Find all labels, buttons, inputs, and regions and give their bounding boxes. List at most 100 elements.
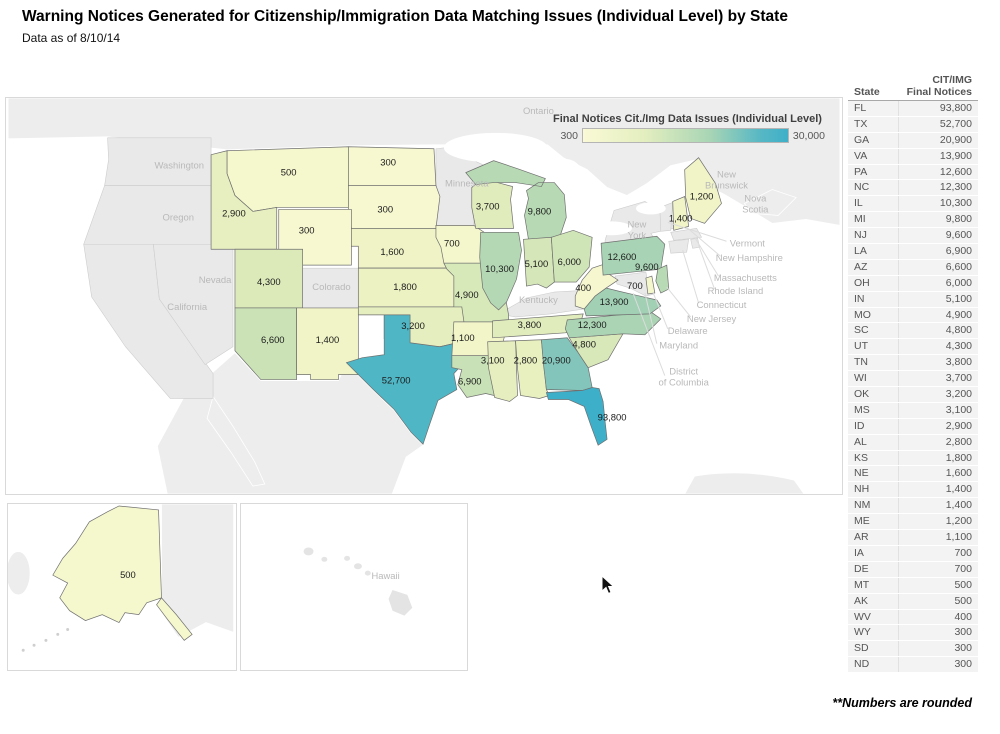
hawaii-map[interactable]: Hawaii: [241, 504, 465, 668]
state-value-label-il: 10,300: [485, 264, 514, 275]
state-nc[interactable]: [564, 311, 662, 339]
table-row[interactable]: ME 1,200: [848, 514, 978, 530]
table-value-cell: 6,000: [898, 275, 978, 291]
state-mt[interactable]: [226, 146, 349, 212]
table-row[interactable]: ND 300: [848, 657, 978, 673]
table-row[interactable]: MT 500: [848, 577, 978, 593]
table-row[interactable]: IL 10,300: [848, 196, 978, 212]
state-value-label-mt: 500: [281, 168, 297, 179]
table-row[interactable]: NJ 9,600: [848, 228, 978, 244]
hawaii-big-island: [388, 589, 413, 616]
table-row[interactable]: OK 3,200: [848, 387, 978, 402]
state-value-label-ok: 3,200: [401, 321, 425, 332]
state-maryland[interactable]: [614, 271, 655, 297]
background-label-colorado: Colorado: [312, 282, 350, 293]
table-row[interactable]: AK 500: [848, 593, 978, 609]
table-value-cell: 1,400: [898, 498, 978, 514]
table-row[interactable]: DE 700: [848, 561, 978, 577]
state-connecticut[interactable]: [668, 238, 690, 254]
table-row[interactable]: NH 1,400: [848, 482, 978, 498]
legend-gradient-bar: [582, 128, 789, 143]
state-value-label-oh: 6,000: [557, 257, 581, 268]
state-notices-table: CIT/IMG State Final Notices FL 93,800 TX 52…: [848, 74, 978, 673]
table-row[interactable]: IN 5,100: [848, 291, 978, 307]
table-row[interactable]: SD 300: [848, 641, 978, 657]
table-row[interactable]: MS 3,100: [848, 402, 978, 418]
table-row[interactable]: SC 4,800: [848, 323, 978, 339]
table-value-header-line1: CIT/IMG: [932, 74, 972, 86]
state-value-label-mi: 9,800: [528, 206, 552, 217]
table-row[interactable]: UT 4,300: [848, 339, 978, 355]
table-row[interactable]: TN 3,800: [848, 355, 978, 371]
table-state-cell: MT: [854, 578, 870, 591]
hawaii-island: [344, 555, 351, 561]
callout-leader-line: [682, 250, 700, 304]
table-row[interactable]: OH 6,000: [848, 275, 978, 291]
table-row[interactable]: MO 4,900: [848, 307, 978, 323]
table-row[interactable]: NE 1,600: [848, 466, 978, 482]
table-state-cell: NE: [854, 467, 869, 480]
table-value-cell: 20,900: [898, 132, 978, 148]
state-nm[interactable]: [296, 307, 359, 380]
table-row[interactable]: IA 700: [848, 545, 978, 561]
table-row[interactable]: LA 6,900: [848, 244, 978, 259]
state-de[interactable]: [645, 275, 656, 295]
state-value-label-tx: 52,700: [382, 376, 411, 387]
state-value-label-nd: 300: [380, 158, 396, 169]
table-row[interactable]: PA 12,600: [848, 164, 978, 180]
table-row[interactable]: GA 20,900: [848, 132, 978, 148]
state-value-label-sd: 300: [377, 204, 393, 215]
table-row[interactable]: ID 2,900: [848, 418, 978, 434]
background-label-nova-scotia: Scotia: [742, 204, 769, 215]
state-fl[interactable]: [545, 387, 608, 446]
table-value-cell: 3,100: [898, 402, 978, 418]
lake-huron: [545, 158, 582, 185]
table-state-cell: WV: [854, 610, 871, 623]
table-row[interactable]: VA 13,900: [848, 148, 978, 164]
table-state-cell: SC: [854, 324, 869, 337]
table-row[interactable]: AL 2,800: [848, 434, 978, 450]
state-sd[interactable]: [348, 185, 441, 229]
state-az[interactable]: [234, 307, 297, 380]
table-state-cell: AL: [854, 435, 867, 448]
table-value-cell: 500: [898, 593, 978, 609]
state-tx[interactable]: [345, 314, 467, 445]
state-value-label-id: 2,900: [222, 208, 246, 219]
state-id[interactable]: [210, 150, 278, 250]
state-massachusetts[interactable]: [670, 228, 703, 241]
alaska-map[interactable]: 500: [8, 504, 234, 668]
state-nj[interactable]: [655, 264, 670, 294]
state-mi[interactable]: [465, 160, 567, 240]
callout-leader-line: [698, 245, 716, 290]
state-ak[interactable]: [52, 505, 162, 624]
state-il[interactable]: [479, 231, 522, 311]
table-value-header-line2: Final Notices: [906, 86, 972, 98]
aleutian-island: [66, 627, 70, 631]
state-ak-panhandle[interactable]: [156, 597, 193, 641]
table-row[interactable]: TX 52,700: [848, 116, 978, 132]
hawaii-inset-panel: Hawaii: [240, 503, 468, 671]
table-state-cell: IN: [854, 292, 865, 305]
table-value-cell: 1,800: [898, 450, 978, 466]
background-label-new-brunswick: New: [717, 170, 736, 181]
table-row[interactable]: WI 3,700: [848, 371, 978, 387]
table-row[interactable]: KS 1,800: [848, 450, 978, 466]
table-value-cell: 12,600: [898, 164, 978, 180]
state-nh[interactable]: [672, 196, 690, 231]
table-row[interactable]: AZ 6,600: [848, 259, 978, 275]
us-choropleth-map[interactable]: Ontario Washington Oregon California Nevada C…: [6, 98, 842, 494]
table-row[interactable]: FL 93,800: [848, 101, 978, 116]
table-row[interactable]: WV 400: [848, 609, 978, 625]
table-value-cell: 1,600: [898, 466, 978, 482]
table-row[interactable]: NM 1,400: [848, 498, 978, 514]
state-oh[interactable]: [550, 229, 593, 283]
state-me[interactable]: [684, 157, 722, 224]
table-row[interactable]: WY 300: [848, 625, 978, 641]
state-value-label-me: 1,200: [690, 191, 714, 202]
state-pa[interactable]: [600, 235, 666, 276]
state-wv[interactable]: [574, 263, 619, 310]
table-row[interactable]: NC 12,300: [848, 180, 978, 196]
table-row[interactable]: MI 9,800: [848, 212, 978, 228]
table-row[interactable]: AR 1,100: [848, 530, 978, 545]
hawaii-island: [353, 563, 362, 570]
